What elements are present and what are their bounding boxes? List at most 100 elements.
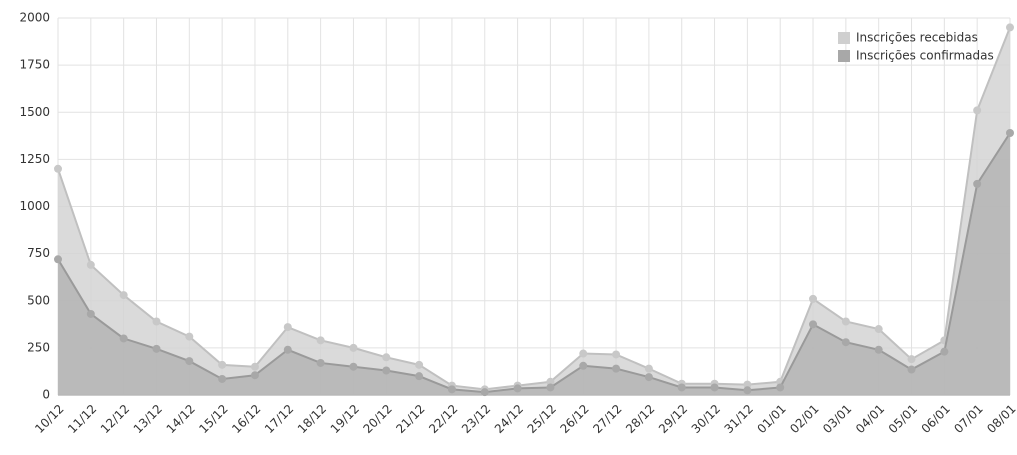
marker (316, 336, 325, 345)
x-tick-label: 12/12 (98, 402, 132, 436)
marker (316, 358, 325, 367)
marker (152, 317, 161, 326)
area (58, 27, 1010, 396)
marker (349, 362, 358, 371)
marker (415, 372, 424, 381)
x-tick-label: 22/12 (426, 402, 460, 436)
x-tick-label: 08/01 (984, 402, 1017, 436)
marker (185, 357, 194, 366)
marker (874, 345, 883, 354)
legend-label: Inscrições recebidas (856, 31, 978, 45)
x-tick-label: 25/12 (525, 402, 559, 436)
marker (415, 360, 424, 369)
x-tick-label: 23/12 (459, 402, 493, 436)
x-tick-label: 16/12 (229, 402, 263, 436)
marker (809, 294, 818, 303)
x-tick-label: 02/01 (787, 402, 821, 436)
marker (743, 386, 752, 395)
x-tick-label: 01/01 (754, 402, 788, 436)
marker (480, 388, 489, 397)
x-tick-label: 28/12 (623, 402, 657, 436)
marker (973, 179, 982, 188)
marker (513, 384, 522, 393)
y-tick-label: 1750 (19, 58, 50, 72)
marker (710, 383, 719, 392)
x-tick-label: 26/12 (557, 402, 591, 436)
marker (841, 338, 850, 347)
marker (1006, 23, 1014, 32)
marker (579, 349, 588, 358)
x-tick-label: 11/12 (65, 402, 99, 436)
x-tick-label: 19/12 (328, 402, 362, 436)
x-tick-label: 29/12 (656, 402, 690, 436)
marker (54, 255, 62, 264)
marker (283, 323, 292, 332)
x-tick-label: 30/12 (689, 402, 723, 436)
y-tick-label: 0 (42, 388, 50, 402)
line (57, 27, 1011, 391)
y-tick-label: 500 (27, 293, 50, 307)
marker (54, 164, 62, 173)
x-tick-label: 14/12 (164, 402, 198, 436)
marker (973, 106, 982, 115)
marker (841, 317, 850, 326)
marker (185, 332, 194, 341)
marker (382, 353, 391, 362)
marker (86, 260, 95, 269)
marker (644, 373, 653, 382)
marker (743, 380, 752, 389)
marker (940, 347, 949, 356)
marker (612, 364, 621, 373)
x-tick-label: 05/01 (886, 402, 920, 436)
marker (447, 385, 456, 394)
marker (907, 355, 916, 364)
x-tick-label: 24/12 (492, 402, 526, 436)
y-tick-label: 250 (27, 340, 50, 354)
x-tick-label: 03/01 (820, 402, 854, 436)
marker (546, 377, 555, 386)
y-tick-label: 750 (27, 246, 50, 260)
y-tick-label: 2000 (19, 11, 50, 25)
y-tick-label: 1500 (19, 105, 50, 119)
x-tick-label: 27/12 (590, 402, 624, 436)
marker (874, 325, 883, 334)
marker (809, 320, 818, 329)
x-tick-label: 10/12 (32, 402, 66, 436)
legend-swatch (838, 32, 850, 44)
marker (644, 364, 653, 373)
legend-label: Inscrições confirmadas (856, 49, 994, 63)
marker (907, 365, 916, 374)
marker (776, 383, 785, 392)
marker (119, 334, 128, 343)
marker (86, 309, 95, 318)
x-tick-label: 06/01 (919, 402, 953, 436)
marker (119, 291, 128, 300)
marker (546, 383, 555, 392)
marker (152, 344, 161, 353)
marker (382, 366, 391, 375)
marker (1006, 128, 1014, 137)
x-tick-label: 31/12 (722, 402, 756, 436)
x-tick-label: 18/12 (295, 402, 329, 436)
x-tick-label: 13/12 (131, 402, 165, 436)
marker (283, 345, 292, 354)
marker (218, 360, 227, 369)
x-tick-label: 04/01 (853, 402, 887, 436)
x-tick-label: 17/12 (262, 402, 296, 436)
x-tick-label: 21/12 (393, 402, 427, 436)
marker (218, 374, 227, 383)
x-tick-label: 20/12 (361, 402, 395, 436)
y-tick-label: 1000 (19, 199, 50, 213)
marker (579, 361, 588, 370)
x-tick-label: 07/01 (951, 402, 985, 436)
marker (250, 362, 259, 371)
marker (349, 343, 358, 352)
legend-swatch (838, 50, 850, 62)
x-tick-label: 15/12 (196, 402, 230, 436)
marker (677, 383, 686, 392)
line (57, 132, 1011, 394)
marker (250, 371, 259, 380)
marker (612, 350, 621, 359)
y-tick-label: 1250 (19, 152, 50, 166)
